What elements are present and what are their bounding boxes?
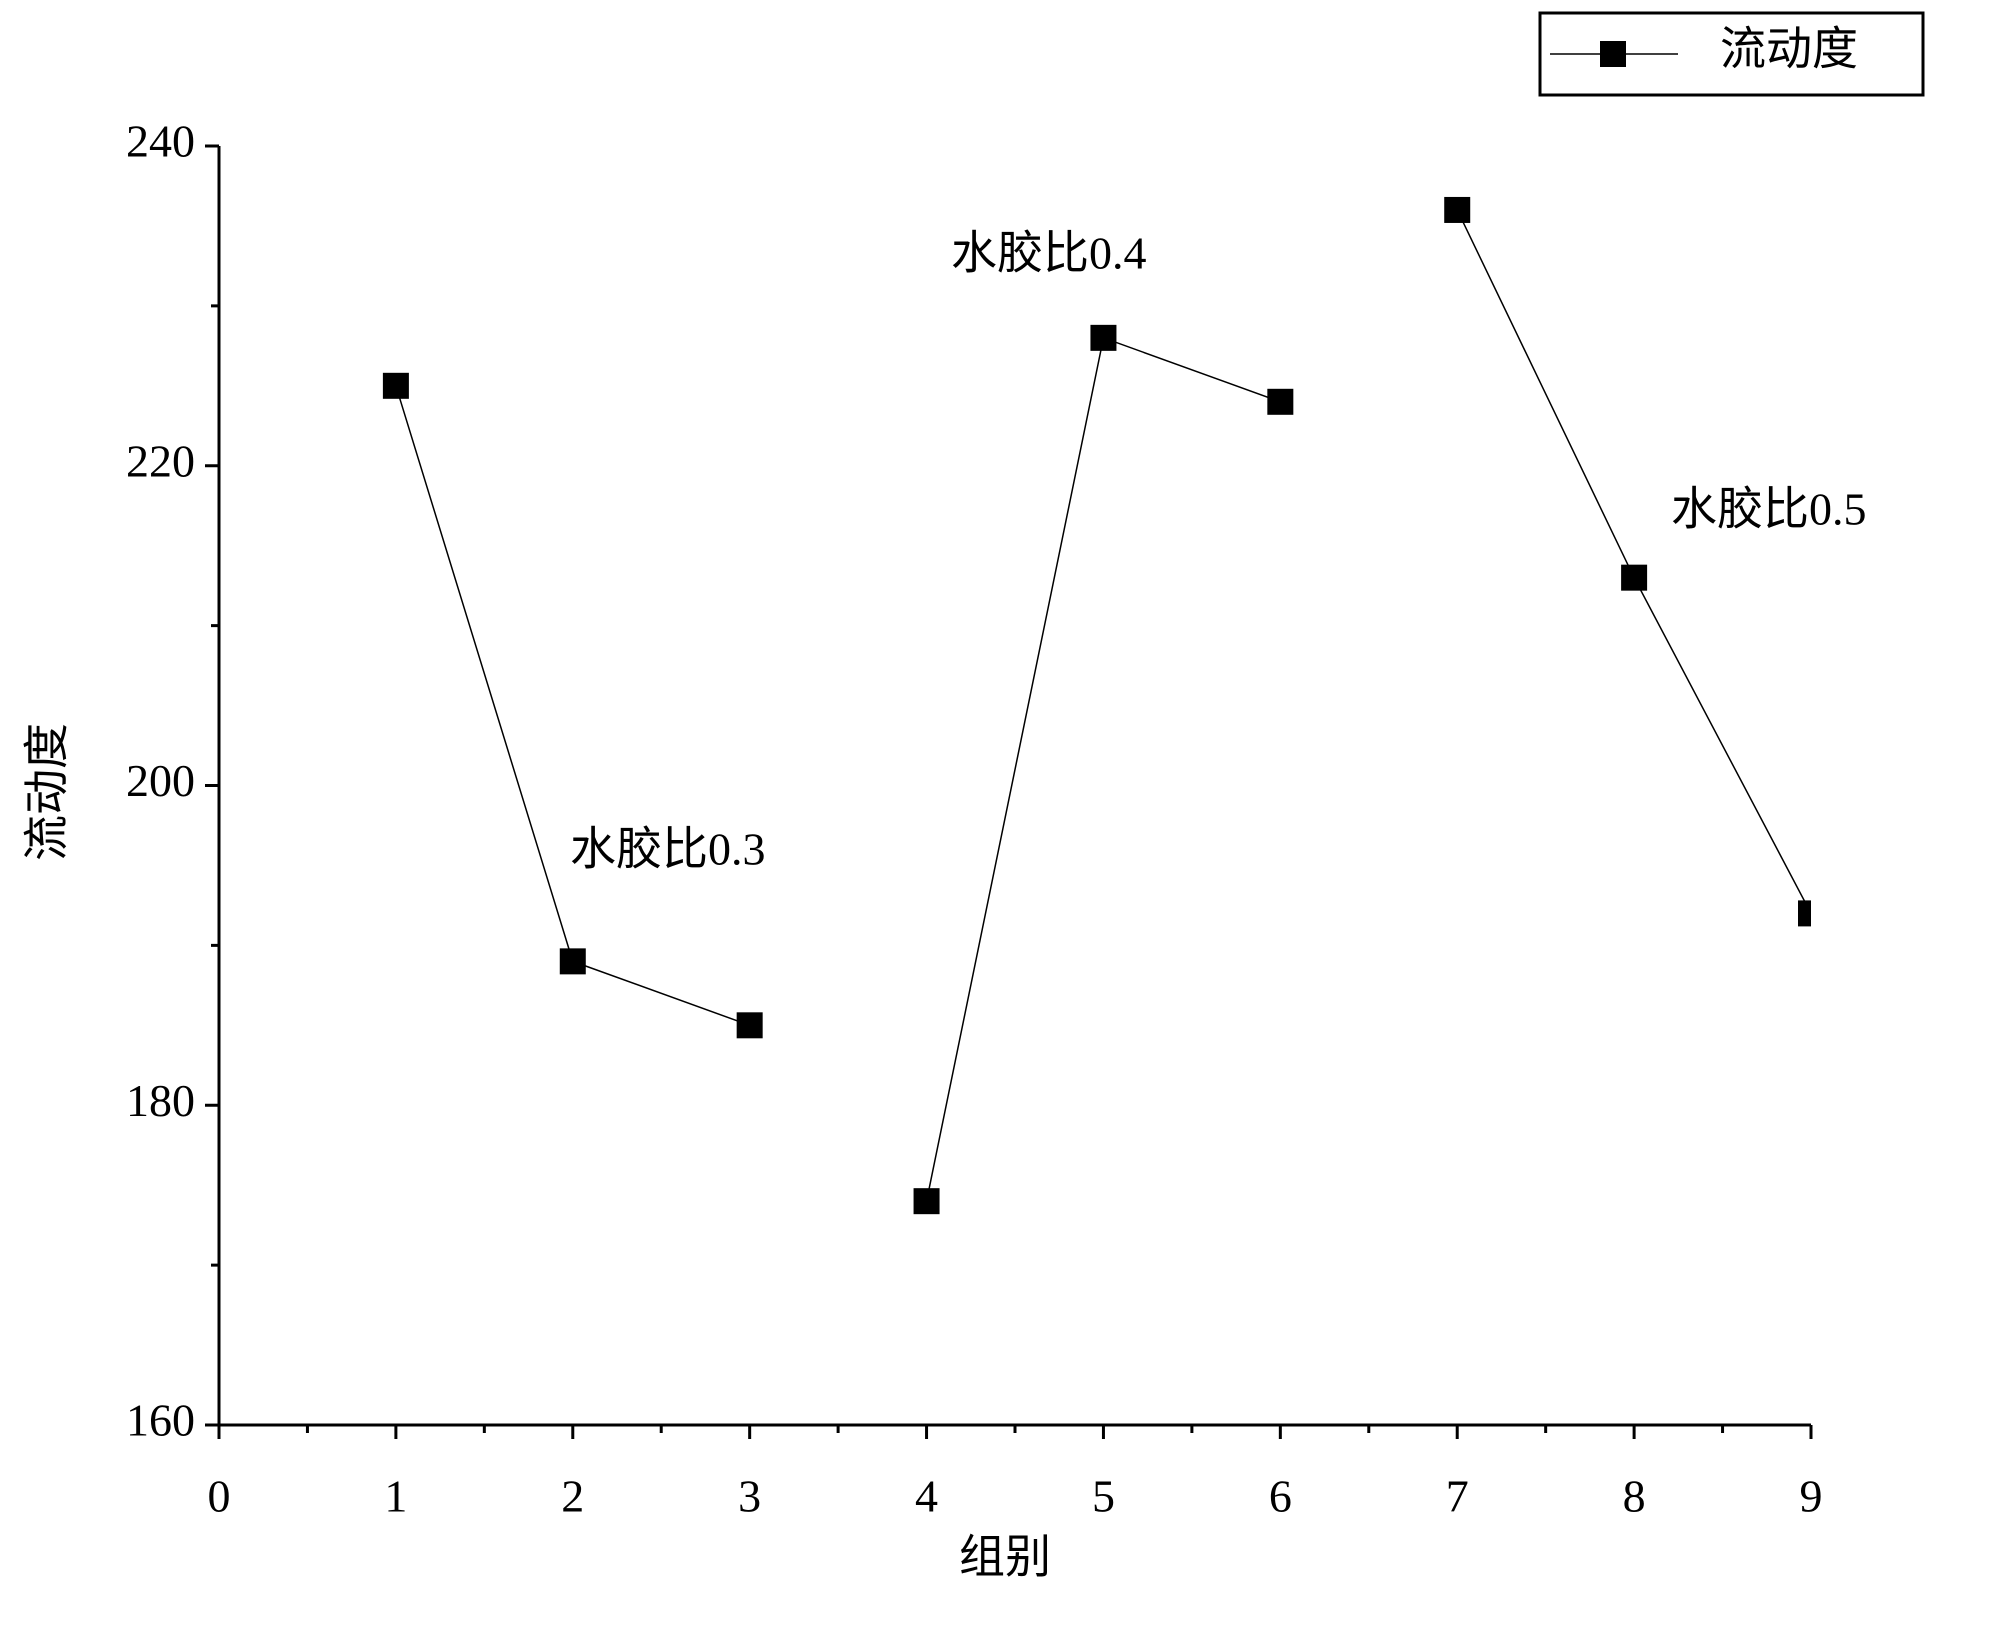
x-axis-label: 组别 [959, 1532, 1051, 1583]
x-tick-label: 0 [208, 1471, 231, 1522]
y-tick-label: 180 [126, 1075, 195, 1126]
legend-marker [1600, 41, 1626, 67]
x-tick-label: 6 [1269, 1471, 1292, 1522]
annotation: 水胶比0.4 [951, 228, 1147, 279]
marker [1621, 564, 1648, 591]
y-tick-label: 220 [126, 435, 195, 486]
marker [382, 372, 409, 399]
marker [736, 1012, 763, 1039]
annotation: 水胶比0.3 [570, 824, 766, 875]
x-tick-label: 1 [384, 1471, 407, 1522]
marker [1267, 388, 1294, 415]
marker [913, 1188, 940, 1215]
y-tick-label: 200 [126, 755, 195, 806]
marker [1798, 900, 1811, 927]
y-axis-label: 流动度 [22, 723, 73, 861]
y-tick-label: 160 [126, 1395, 195, 1446]
x-tick-label: 2 [561, 1471, 584, 1522]
series-line [925, 336, 1281, 1202]
x-tick-label: 4 [915, 1471, 938, 1522]
annotation: 水胶比0.5 [1671, 484, 1867, 535]
x-tick-label: 7 [1446, 1471, 1469, 1522]
series-line [395, 385, 750, 1027]
x-tick-label: 5 [1092, 1471, 1115, 1522]
marker [1090, 324, 1117, 351]
legend-label: 流动度 [1720, 24, 1858, 75]
y-tick-label: 240 [126, 116, 195, 167]
x-tick-label: 9 [1800, 1471, 1823, 1522]
marker [1444, 196, 1471, 223]
plot-area [382, 196, 1811, 1215]
marker [559, 948, 586, 975]
x-tick-label: 8 [1623, 1471, 1646, 1522]
x-tick-label: 3 [738, 1471, 761, 1522]
series-line [1456, 209, 1811, 914]
